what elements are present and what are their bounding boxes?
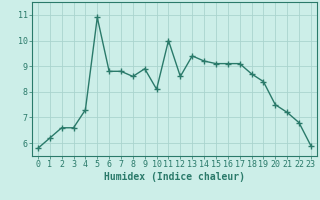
X-axis label: Humidex (Indice chaleur): Humidex (Indice chaleur) (104, 172, 245, 182)
